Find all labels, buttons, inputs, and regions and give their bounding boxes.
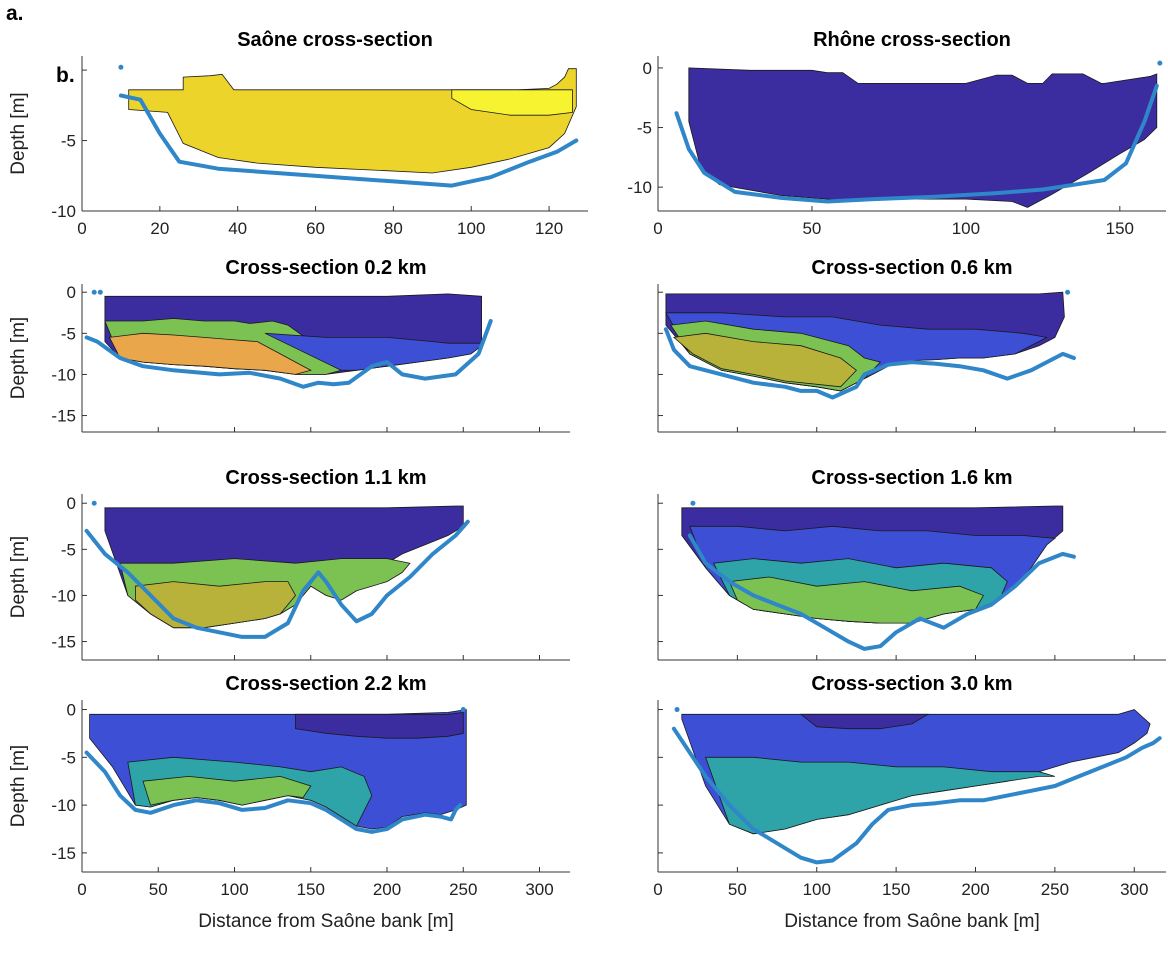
panel-title: Cross-section 3.0 km [811,673,1012,695]
panel-title: Cross-section 0.6 km [811,257,1012,279]
bed-point [460,707,466,713]
section-band [672,332,857,388]
y-tick-label: -10 [51,365,76,384]
panel-7: 0-5-10-150 50 100 150 200 250 300Cross-section… [8,673,570,932]
y-tick-label: 0 [643,59,652,78]
x-tick-label: 250 [1041,880,1069,899]
x-tick-label: 100 [803,880,831,899]
x-tick-label: 200 [961,880,989,899]
x-tick-label: 300 [1120,880,1148,899]
bed-profile-line [671,726,1162,865]
panel-title: Cross-section 0.2 km [225,257,426,279]
section-band [799,713,930,730]
bed-point [91,500,97,506]
y-tick-label: -15 [51,633,76,652]
y-tick-label: -10 [51,796,76,815]
bed-profile-line [687,533,1076,651]
section-band [142,775,312,806]
y-tick-label: -5 [61,132,76,151]
panel-title: Rhône cross-section [813,29,1011,51]
y-tick-label: -5 [61,748,76,767]
section-band [451,89,573,116]
y-axis-label: Depth [m] [8,92,29,174]
y-axis-label: Depth [m] [8,317,29,399]
panel-label-a: a. [6,2,24,25]
x-tick-label: 50 [728,880,747,899]
x-tick-label: 0 [77,880,86,899]
x-tick-label: 100 [952,219,980,238]
bed-profile-line [663,327,1076,400]
y-tick-label: 0 [67,283,76,302]
section-band [295,711,464,739]
x-tick-label: 100 [220,880,248,899]
section-band [134,581,296,629]
x-tick-label: 150 [882,880,910,899]
panel-5: 0 -5 -10 -15 Cross-section 1.1 km Depth [m] [8,467,570,661]
y-tick-label: -10 [51,202,76,221]
bed-point [674,707,680,713]
x-tick-label: 100 [457,219,485,238]
panel-title: Saône cross-section [237,29,433,51]
section-fill [128,68,577,174]
panel-2: 0 -5 -10 0 50 100 150 Rhône cross-section [627,29,1166,238]
x-tick-label: 40 [228,219,247,238]
panel-4: Cross-section 0.6 km [657,257,1166,433]
bed-profile-line [118,93,579,188]
x-tick-label: 60 [306,219,325,238]
y-tick-label: -15 [51,407,76,426]
y-tick-label: -5 [61,324,76,343]
x-tick-label: 200 [373,880,401,899]
x-axis-label: Distance from Saône bank [m] [784,911,1040,932]
bed-profile-line [84,519,470,639]
x-tick-label: 20 [150,219,169,238]
panel-title: Cross-section 1.6 km [811,467,1012,489]
x-tick-label: 150 [1106,219,1134,238]
panel-title: Cross-section 2.2 km [225,673,426,695]
section-band [705,756,1056,835]
section-band [264,332,483,371]
section-fill [688,67,1158,208]
bed-point [118,64,124,70]
x-tick-label: 0 [653,880,662,899]
panel-1: -5 -100 20 40 60 80 100 120 Saône cross-section D… [8,29,588,238]
x-tick-label: 50 [802,219,821,238]
x-tick-label: 0 [77,219,86,238]
panel-label-b: b. [56,64,75,87]
panel-6: Cross-section 1.6 km [657,467,1166,661]
bed-profile-line [84,319,493,389]
bed-point [97,289,103,295]
bed-point [1065,289,1071,295]
bed-point [1157,60,1163,66]
y-tick-label: -10 [627,178,652,197]
y-tick-label: 0 [67,701,76,720]
x-tick-label: 150 [297,880,325,899]
panel-3: 0 -5 -10 -15 Cross-section 0.2 km Depth [m] [8,257,570,433]
y-tick-label: -5 [637,119,652,138]
y-axis-label: Depth [m] [8,745,29,827]
y-tick-label: -15 [51,844,76,863]
panel-8: 0 50 100 150 200 250 300 Cross-section 3.0 km Di… [653,673,1166,932]
panel-title: Cross-section 1.1 km [225,467,426,489]
y-tick-label: 0 [67,494,76,513]
x-tick-label: 0 [653,219,662,238]
y-tick-label: -5 [61,540,76,559]
bed-profile-line [674,83,1159,204]
x-tick-label: 80 [384,219,403,238]
bed-point [91,289,97,295]
x-tick-label: 120 [535,219,563,238]
x-axis-label: Distance from Saône bank [m] [198,911,454,932]
bed-point [690,500,696,506]
y-tick-label: -10 [51,586,76,605]
x-tick-label: 250 [449,880,477,899]
bed-profile-line [84,750,463,834]
x-tick-label: 300 [525,880,553,899]
x-tick-label: 50 [149,880,168,899]
y-axis-label: Depth [m] [8,536,29,618]
section-band [108,332,312,375]
